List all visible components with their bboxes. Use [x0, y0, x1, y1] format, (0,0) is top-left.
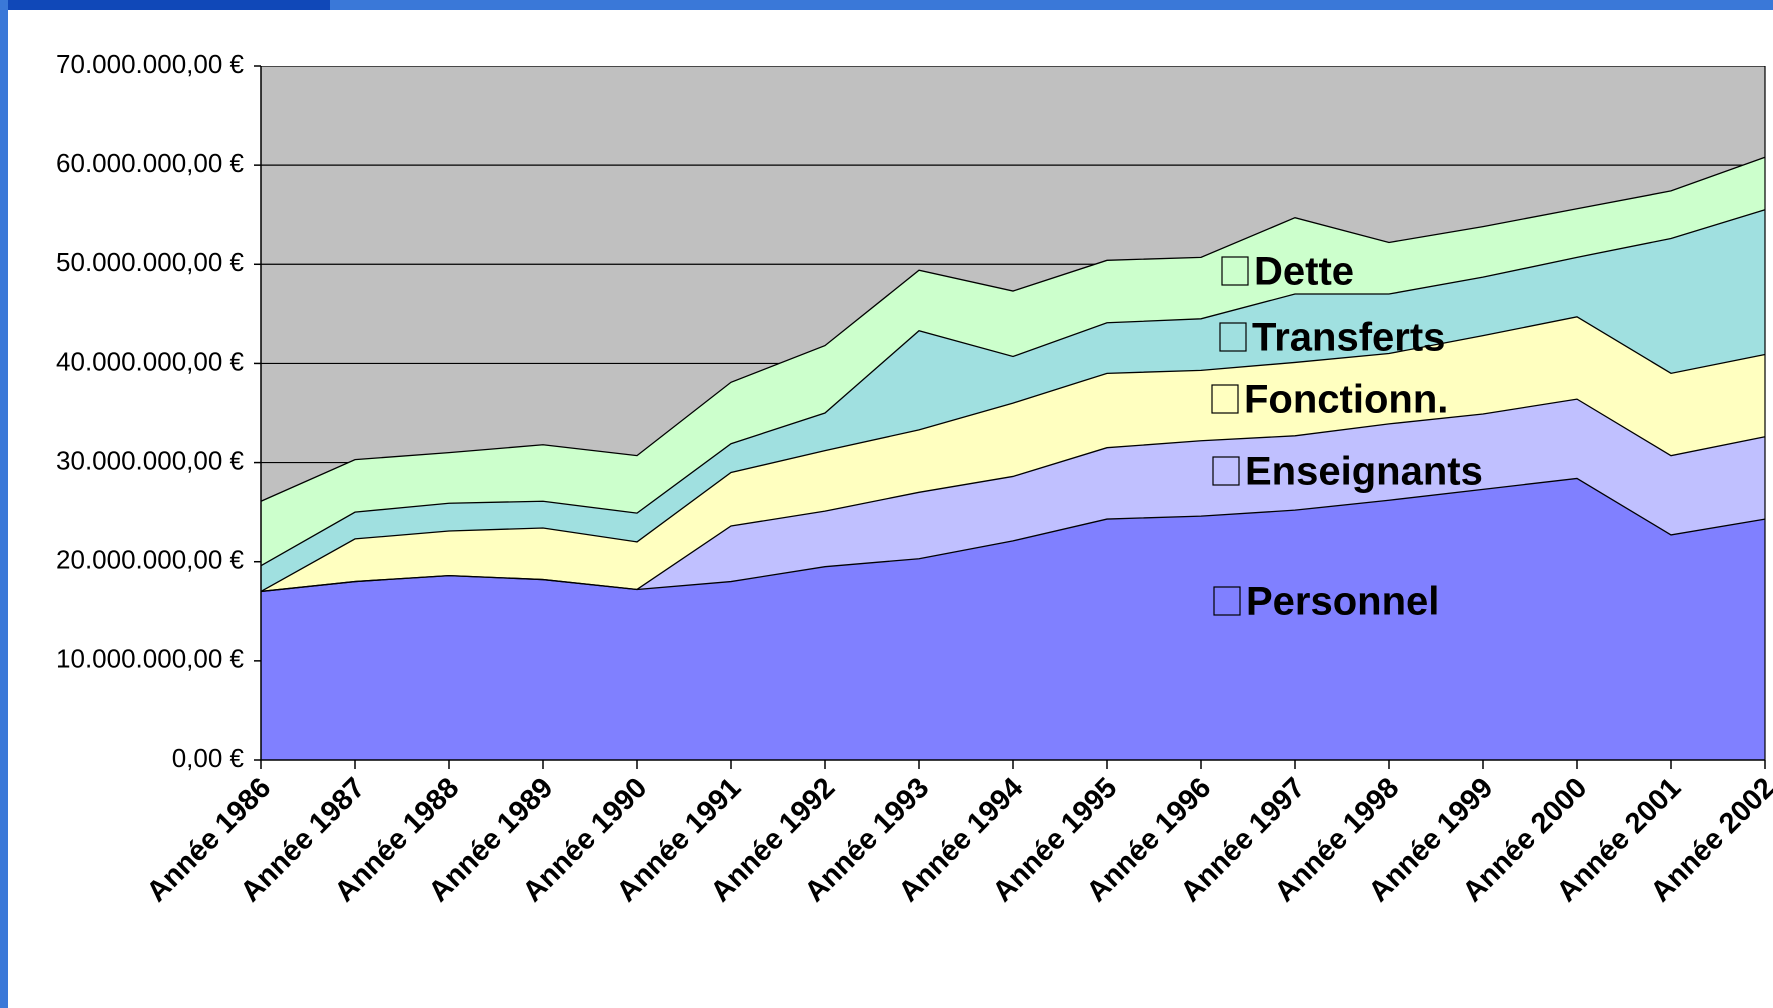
area — [261, 316, 1765, 592]
y-tick-label: 50.000.000,00 € — [56, 247, 244, 277]
legend-swatch — [1211, 384, 1239, 414]
legend-label: Transferts — [1252, 316, 1445, 360]
area-outline — [260, 316, 1766, 593]
y-tick-label: 60.000.000,00 € — [56, 148, 244, 178]
area — [261, 478, 1765, 760]
y-tick-label: 0,00 € — [172, 743, 245, 773]
area — [261, 157, 1765, 566]
legend-swatch — [1213, 586, 1241, 616]
legend-label: Dette — [1254, 250, 1354, 294]
area — [261, 209, 1765, 592]
window-frame-top — [0, 0, 1773, 10]
area-outline — [260, 398, 1766, 593]
y-tick-label: 70.000.000,00 € — [56, 49, 244, 79]
y-tick-label: 30.000.000,00 € — [56, 445, 244, 475]
legend-swatch — [1212, 456, 1240, 486]
legend-label: Fonctionn. — [1244, 378, 1448, 422]
legend-swatch — [1219, 322, 1247, 352]
y-tick-label: 10.000.000,00 € — [56, 644, 244, 674]
legend-label: Enseignants — [1245, 450, 1483, 494]
legend-label: Personnel — [1246, 580, 1439, 624]
legend-swatch — [1221, 256, 1249, 286]
area-outline — [260, 156, 1766, 502]
y-tick-label: 40.000.000,00 € — [56, 346, 244, 376]
window-frame-left — [0, 0, 8, 1008]
area — [261, 399, 1765, 592]
area-outline — [260, 209, 1766, 567]
window-tab — [0, 0, 330, 10]
y-tick-label: 20.000.000,00 € — [56, 545, 244, 575]
